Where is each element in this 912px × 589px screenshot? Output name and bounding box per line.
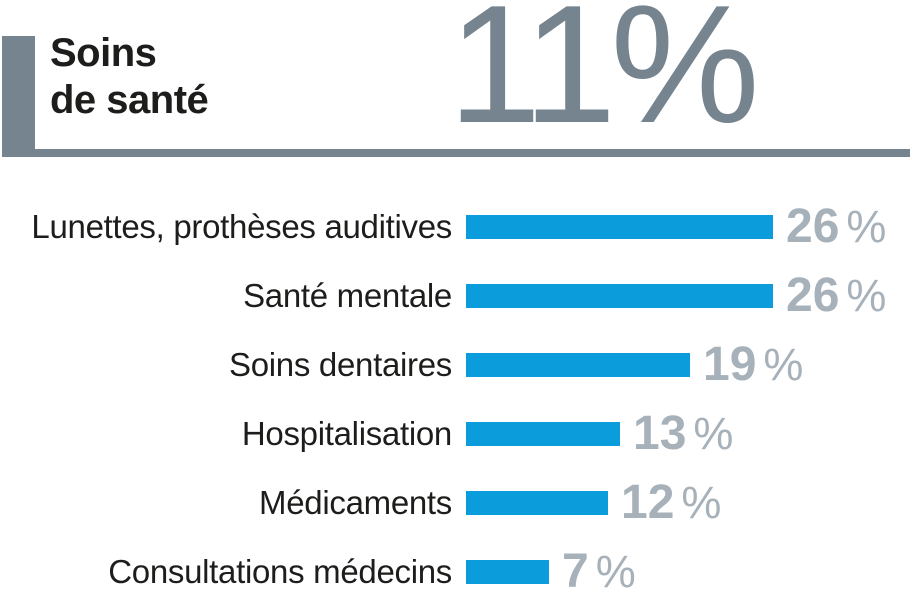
category-label: Soins dentaires — [229, 345, 452, 383]
chart-row: Santé mentale 26% — [0, 261, 912, 330]
value-number: 13 — [633, 406, 687, 460]
value-unit: % — [763, 338, 804, 390]
value-bar — [466, 421, 620, 446]
bar-chart: Lunettes, prothèses auditives 26% Santé … — [0, 192, 912, 589]
value-bar — [466, 283, 773, 308]
value-unit: % — [846, 200, 887, 252]
total-value: 11 — [448, 0, 616, 158]
category-label: Hospitalisation — [241, 414, 452, 452]
total-unit: % — [610, 0, 759, 158]
value-label: 19% — [703, 337, 804, 391]
section-title: Soins de santé — [50, 30, 209, 124]
header-rule — [35, 149, 910, 157]
value-unit: % — [595, 545, 636, 589]
category-label: Consultations médecins — [108, 552, 452, 589]
value-number: 26 — [786, 199, 840, 253]
value-label: 12% — [621, 475, 722, 529]
chart-row: Soins dentaires 19% — [0, 330, 912, 399]
section-title-line1: Soins — [50, 31, 157, 75]
value-number: 7 — [562, 544, 589, 589]
chart-row: Hospitalisation 13% — [0, 399, 912, 468]
section-total-percentage: 11% — [448, 0, 760, 148]
value-label: 26% — [786, 268, 887, 322]
chart-row: Médicaments 12% — [0, 468, 912, 537]
value-label: 13% — [633, 406, 734, 460]
value-unit: % — [693, 407, 734, 459]
value-label: 7% — [562, 544, 636, 589]
category-label: Santé mentale — [243, 276, 452, 314]
value-bar — [466, 214, 773, 239]
chart-row: Consultations médecins 7% — [0, 537, 912, 589]
value-number: 26 — [786, 268, 840, 322]
value-unit: % — [846, 269, 887, 321]
value-bar — [466, 352, 690, 377]
value-bar — [466, 490, 608, 515]
category-label: Médicaments — [259, 483, 452, 521]
section-title-line2: de santé — [50, 78, 209, 122]
header-accent-bar — [2, 36, 35, 157]
value-unit: % — [681, 476, 722, 528]
value-label: 26% — [786, 199, 887, 253]
value-number: 12 — [621, 475, 675, 529]
value-bar — [466, 559, 549, 584]
category-label: Lunettes, prothèses auditives — [31, 207, 452, 245]
chart-row: Lunettes, prothèses auditives 26% — [0, 192, 912, 261]
value-number: 19 — [703, 337, 757, 391]
